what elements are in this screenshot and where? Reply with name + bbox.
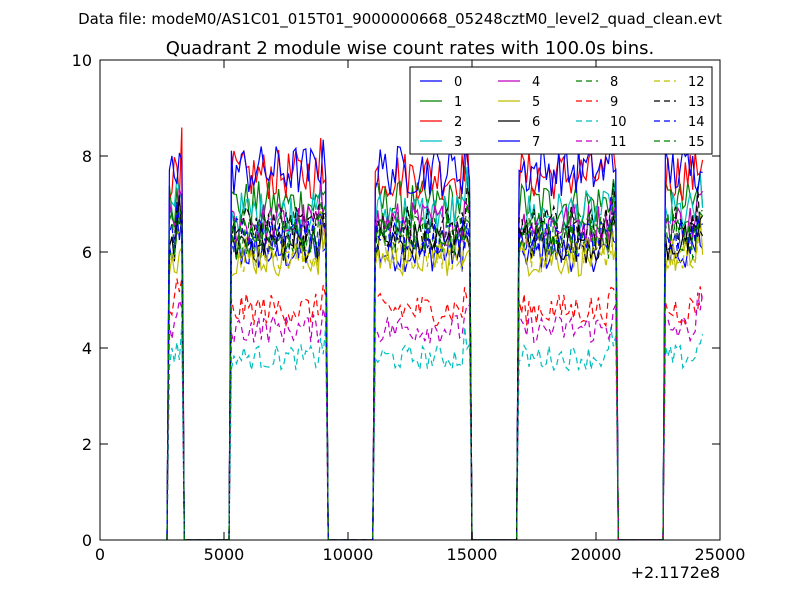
y-tick-label: 8 [82, 147, 92, 166]
series-line-3 [166, 166, 704, 540]
legend-label-5: 5 [532, 95, 540, 110]
x-tick-label: 15000 [447, 545, 498, 564]
series-line-12 [166, 210, 704, 540]
legend-label-8: 8 [610, 75, 618, 90]
y-tick-label: 10 [72, 51, 92, 70]
series-line-11 [166, 292, 704, 540]
legend-label-10: 10 [610, 115, 627, 130]
series-line-9 [166, 278, 704, 540]
legend-label-9: 9 [610, 95, 618, 110]
data-file-caption: Data file: modeM0/AS1C01_015T01_90000006… [78, 10, 722, 29]
series-line-5 [166, 215, 704, 540]
y-tick-label: 6 [82, 243, 92, 262]
legend-label-3: 3 [454, 135, 462, 150]
legend-label-14: 14 [688, 115, 705, 130]
series-line-10 [166, 325, 704, 540]
legend-label-15: 15 [688, 135, 705, 150]
legend-label-13: 13 [688, 95, 705, 110]
y-tick-label: 2 [82, 435, 92, 454]
legend-box [409, 66, 713, 155]
x-tick-label: 25000 [695, 545, 746, 564]
legend-label-7: 7 [532, 135, 540, 150]
series-line-14 [166, 197, 704, 540]
chart-title: Quadrant 2 module wise count rates with … [166, 38, 655, 59]
y-tick-label: 0 [82, 531, 92, 550]
series-line-15 [166, 191, 703, 540]
x-offset-label: +2.1172e8 [631, 563, 720, 582]
plot-area [166, 127, 704, 540]
x-tick-label: 20000 [571, 545, 622, 564]
series-line-0 [166, 212, 704, 540]
series-line-6 [166, 195, 704, 540]
legend-label-6: 6 [532, 115, 540, 130]
x-tick-label: 0 [95, 545, 105, 564]
legend-label-0: 0 [454, 75, 462, 90]
legend-label-2: 2 [454, 115, 462, 130]
series-line-13 [166, 183, 704, 540]
x-tick-label: 10000 [323, 545, 374, 564]
legend-label-4: 4 [532, 75, 540, 90]
series-line-4 [166, 176, 704, 540]
y-tick-label: 4 [82, 339, 92, 358]
plot-frame [99, 59, 721, 541]
legend-label-11: 11 [610, 135, 627, 150]
x-tick-label: 5000 [204, 545, 245, 564]
legend-label-12: 12 [688, 75, 705, 90]
legend-label-1: 1 [454, 95, 462, 110]
